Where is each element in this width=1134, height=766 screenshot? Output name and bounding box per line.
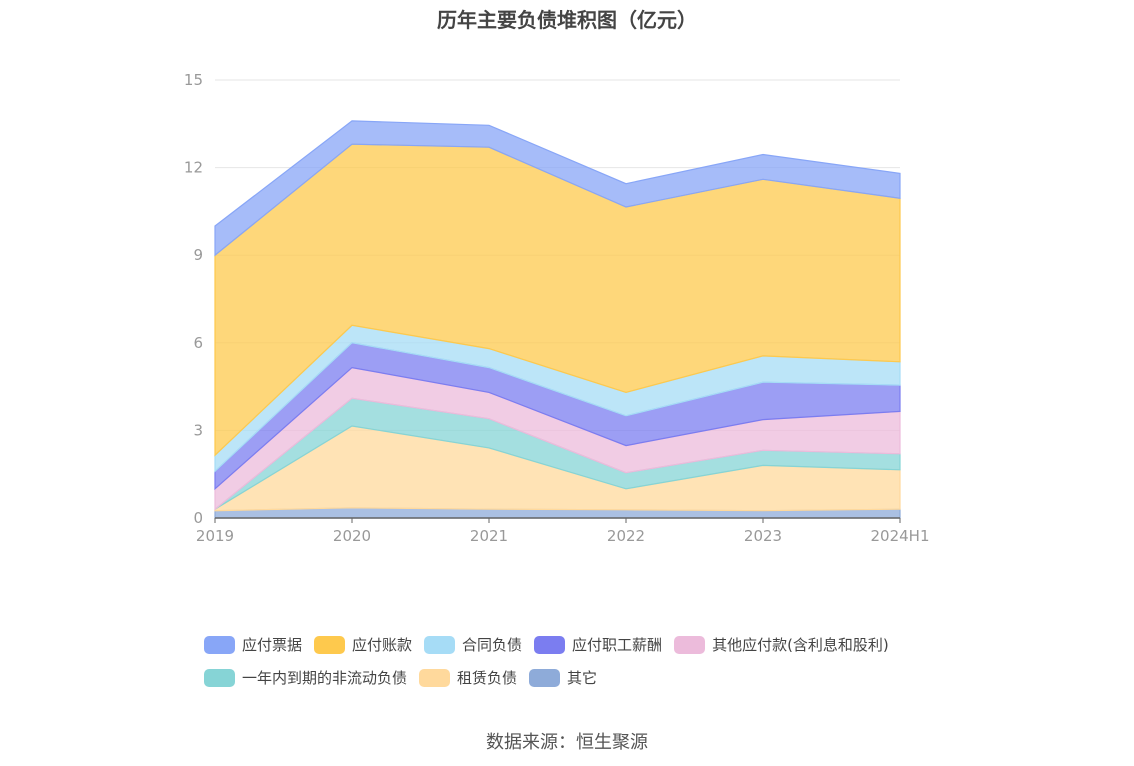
- legend-swatch: [419, 668, 451, 687]
- legend-item[interactable]: 一年内到期的非流动负债: [204, 667, 407, 688]
- stacked-area-chart: 0 3 6 9 12 15 2019 2020 2021 2022 2023 2024H1: [184, 71, 930, 545]
- x-tick-label: 2021: [470, 527, 508, 545]
- legend-row: 一年内到期的非流动负债 租赁负债 其它: [204, 663, 964, 692]
- legend-swatch: [204, 635, 235, 654]
- legend-item[interactable]: 其他应付款(含利息和股利): [674, 634, 889, 655]
- legend-swatch: [204, 668, 235, 687]
- legend-label: 其它: [567, 669, 598, 687]
- legend-swatch: [424, 635, 456, 654]
- legend-label: 应付职工薪酬: [572, 636, 663, 654]
- legend-swatch: [674, 635, 706, 654]
- legend-label: 应付票据: [242, 636, 303, 654]
- legend-item[interactable]: 应付职工薪酬: [534, 634, 662, 655]
- legend-swatch: [529, 668, 561, 687]
- legend-label: 合同负债: [462, 636, 523, 654]
- area-layer: [214, 120, 901, 519]
- legend-item[interactable]: 合同负债: [424, 634, 522, 655]
- x-tick-label: 2023: [744, 527, 782, 545]
- y-tick-label: 3: [193, 421, 203, 439]
- legend-item[interactable]: 应付账款: [314, 634, 412, 655]
- y-tick-label: 15: [184, 71, 203, 89]
- x-tick-label: 2020: [333, 527, 371, 545]
- legend-swatch: [314, 635, 346, 654]
- legend-label: 租赁负债: [457, 669, 518, 687]
- x-tick-label: 2024H1: [871, 527, 930, 545]
- y-tick-label: 9: [193, 246, 203, 264]
- y-tick-label: 6: [193, 334, 203, 352]
- legend: 应付票据 应付账款 合同负债 应付职工薪酬 其他应付款(含利息和股利) 一年内到期的非流…: [204, 630, 964, 696]
- source-note: 数据来源：恒生聚源: [486, 732, 648, 753]
- legend-swatch: [534, 635, 566, 654]
- legend-row: 应付票据 应付账款 合同负债 应付职工薪酬 其他应付款(含利息和股利): [204, 630, 964, 659]
- y-tick-label: 0: [193, 509, 203, 527]
- legend-label: 一年内到期的非流动负债: [242, 669, 408, 687]
- y-tick-label: 12: [184, 159, 203, 177]
- legend-label: 应付账款: [352, 636, 413, 654]
- legend-item[interactable]: 其它: [529, 667, 597, 688]
- chart-title: 历年主要负债堆积图（亿元）: [437, 8, 697, 32]
- x-tick-label: 2022: [607, 527, 645, 545]
- area-series[interactable]: [214, 120, 901, 257]
- legend-item[interactable]: 应付票据: [204, 634, 302, 655]
- legend-item[interactable]: 租赁负债: [419, 667, 517, 688]
- legend-label: 其他应付款(含利息和股利): [712, 636, 889, 654]
- axis-layer: 0 3 6 9 12 15 2019 2020 2021 2022 2023 2024H1: [184, 71, 930, 545]
- x-tick-label: 2019: [196, 527, 234, 545]
